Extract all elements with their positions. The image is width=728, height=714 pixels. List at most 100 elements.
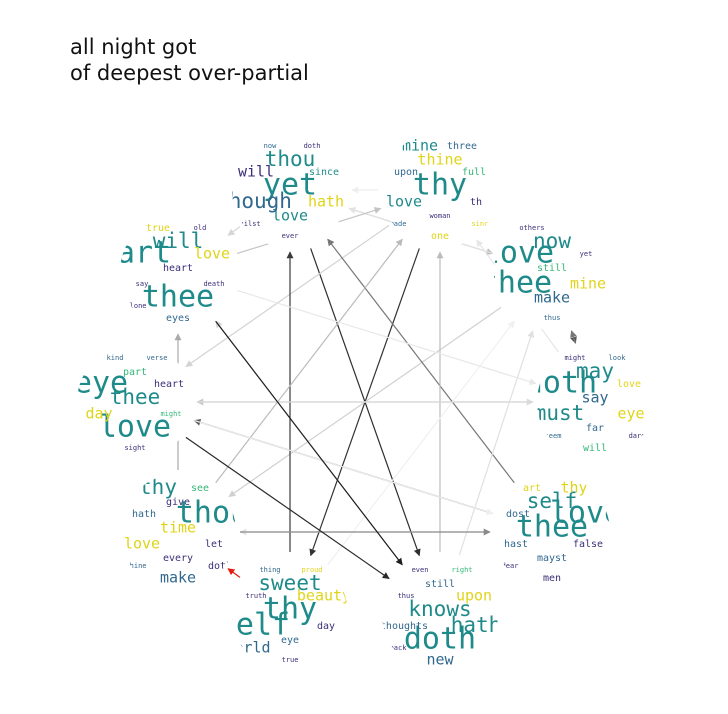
cloud-word: might xyxy=(160,410,181,418)
edge-n4-n3 xyxy=(570,330,577,344)
cloud-word: day xyxy=(85,405,112,423)
edge-n5-n1 xyxy=(327,238,515,484)
cloud-word: thy xyxy=(263,592,317,627)
cloud-word: dear xyxy=(502,562,519,570)
cloud-word: might xyxy=(564,354,585,362)
cloud-word: say xyxy=(136,280,149,288)
cloud-word: seem xyxy=(545,432,562,440)
cloud-word: beauty xyxy=(297,587,351,605)
cloud-word: thus xyxy=(544,314,561,322)
cloud-word: mine xyxy=(402,137,438,155)
cloud-word: eye xyxy=(281,635,299,646)
title-line-1: all night got xyxy=(70,35,197,59)
cloud-word: men xyxy=(543,573,561,584)
cloud-word: thou xyxy=(265,147,316,171)
cloud-word: proud xyxy=(301,566,322,574)
cloud-word: knows xyxy=(408,597,471,621)
cloud-word: thee xyxy=(516,510,588,545)
cloud-word: thine xyxy=(125,562,146,570)
cloud-word: right xyxy=(451,566,472,574)
cloud-word: look xyxy=(609,354,627,362)
cloud-word: one xyxy=(431,231,449,242)
node-background xyxy=(120,214,236,330)
diagram-title: all night got of deepest over-partial xyxy=(70,34,309,86)
word-cloud-node-n10: will heart thee art love say death eyes true old a… xyxy=(120,214,236,330)
cloud-word: kind xyxy=(107,354,124,362)
cloud-word: love xyxy=(124,535,160,553)
node-background xyxy=(494,214,610,330)
cloud-word: thus xyxy=(398,592,415,600)
node-background xyxy=(494,474,610,590)
cloud-word: love xyxy=(550,496,622,531)
cloud-word: far xyxy=(586,423,604,434)
cloud-word: see xyxy=(191,483,209,494)
cloud-word: back xyxy=(390,644,408,652)
cloud-word: art xyxy=(523,483,541,494)
cloud-word: self xyxy=(527,489,578,513)
cloud-word: whilst xyxy=(235,220,260,228)
cloud-word: dare xyxy=(629,432,646,440)
cloud-word: make xyxy=(160,569,196,587)
cloud-word: sweet xyxy=(258,571,321,595)
cloud-word: mine xyxy=(570,275,606,293)
cloud-word: will xyxy=(153,229,204,253)
cloud-word: upon xyxy=(456,587,492,605)
cloud-word: doth xyxy=(208,561,232,572)
cloud-word: old xyxy=(194,224,207,232)
cloud-word: thee xyxy=(480,266,552,301)
cloud-word: eyes xyxy=(166,313,190,324)
cloud-word: thy xyxy=(139,475,177,499)
cloud-word: sight xyxy=(124,444,145,452)
cloud-word: since xyxy=(471,220,492,228)
cloud-word: though xyxy=(216,189,292,213)
cloud-word: will xyxy=(583,443,607,454)
cloud-word: full xyxy=(462,167,486,178)
node-background xyxy=(120,474,236,590)
cloud-word: every xyxy=(163,553,193,564)
cloud-word: truth xyxy=(245,592,266,600)
cloud-word: hath xyxy=(132,509,156,520)
cloud-word: say xyxy=(581,389,608,407)
cloud-word: th xyxy=(470,197,482,208)
node-background xyxy=(382,132,498,248)
cloud-word: time xyxy=(160,519,196,537)
cloud-word: heart xyxy=(154,379,184,390)
cloud-word: love xyxy=(272,207,308,225)
edge-n10-n4 xyxy=(237,289,537,386)
edge-n1-n10 xyxy=(227,226,241,236)
cloud-word: others xyxy=(519,224,544,232)
node-background xyxy=(537,344,653,460)
cloud-word: yet xyxy=(580,250,593,258)
cloud-word: doth xyxy=(404,622,476,657)
edge-n7-n3 xyxy=(327,320,515,566)
cloud-word: thing xyxy=(259,566,280,574)
cloud-word: will xyxy=(238,163,274,181)
node-background xyxy=(77,344,193,460)
cloud-word: even xyxy=(412,566,429,574)
cloud-word: hast xyxy=(504,539,528,550)
cloud-word: false xyxy=(573,539,603,550)
cloud-word: alone xyxy=(125,302,146,310)
node-background xyxy=(232,556,348,672)
cloud-word: doth xyxy=(304,142,321,150)
cloud-word: dost xyxy=(506,509,530,520)
cloud-word: world xyxy=(225,639,270,657)
cloud-word: since xyxy=(309,167,339,178)
cloud-word: three xyxy=(447,141,477,152)
cloud-word: true xyxy=(282,656,299,664)
cloud-word: may xyxy=(576,359,614,383)
cloud-word: doth xyxy=(525,366,597,401)
node-background xyxy=(232,132,348,248)
cloud-word: true xyxy=(146,223,170,234)
cloud-word: thy xyxy=(413,168,467,203)
edge-n7-n8 xyxy=(227,568,241,578)
cloud-word: thou xyxy=(176,496,248,531)
cloud-word: love xyxy=(482,236,554,271)
cloud-word: death xyxy=(203,280,224,288)
